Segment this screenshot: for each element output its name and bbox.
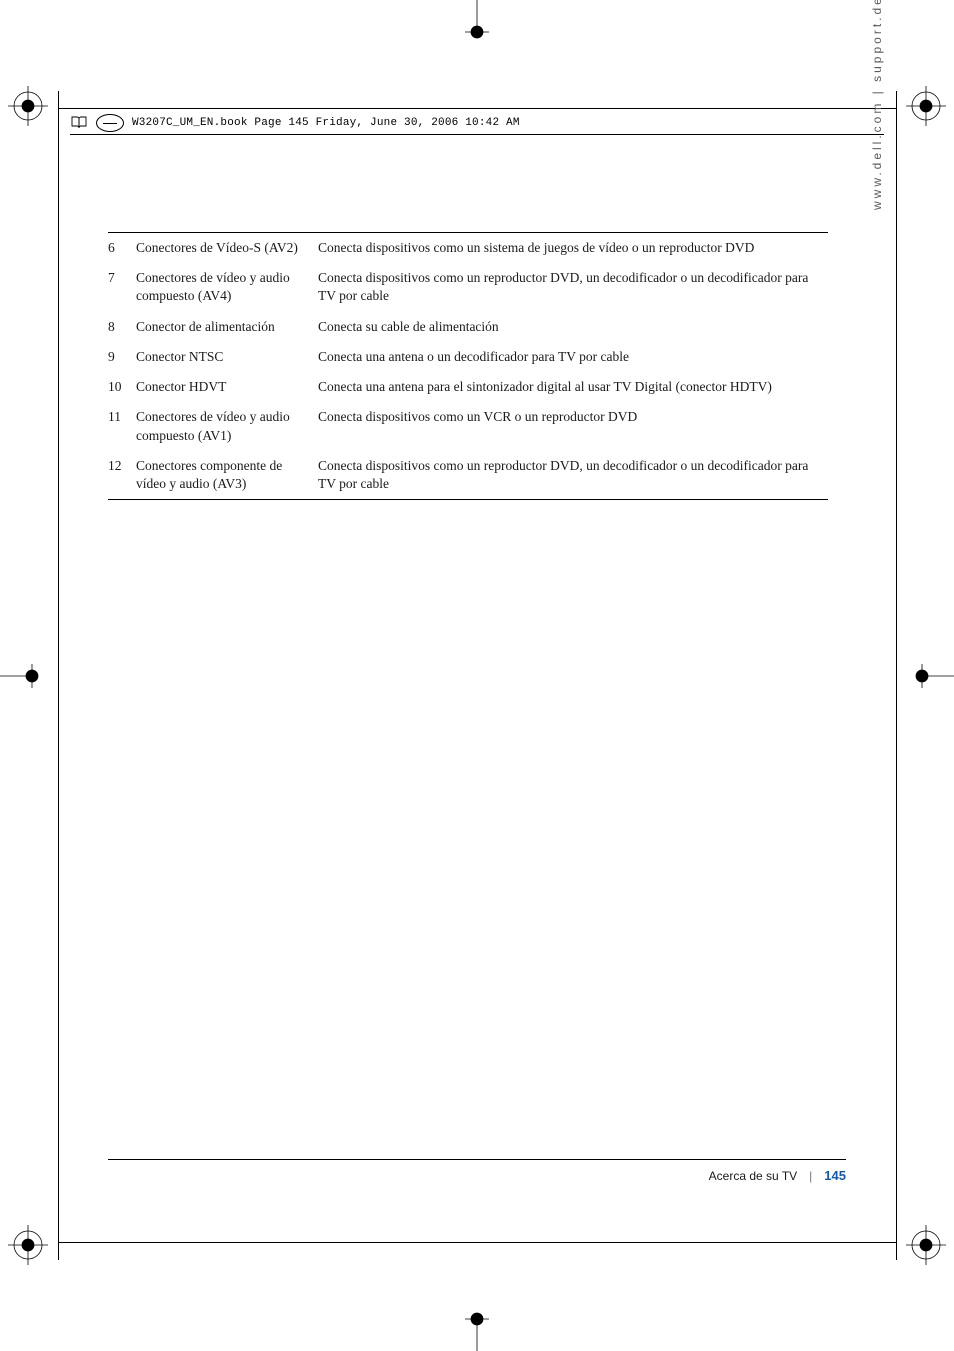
table-row: 11Conectores de vídeo y audio compuesto … bbox=[108, 402, 828, 450]
crop-mark-bottom bbox=[461, 1309, 493, 1351]
connector-name: Conector de alimentación bbox=[136, 312, 318, 342]
connector-name: Conectores de vídeo y audio compuesto (A… bbox=[136, 263, 318, 311]
connector-description: Conecta una antena para el sintonizador … bbox=[318, 372, 828, 402]
connector-name: Conectores componente de vídeo y audio (… bbox=[136, 451, 318, 500]
row-number: 6 bbox=[108, 233, 136, 264]
connector-name: Conectores de vídeo y audio compuesto (A… bbox=[136, 402, 318, 450]
page-oval-icon bbox=[96, 114, 124, 132]
footer-page-number: 145 bbox=[824, 1168, 846, 1183]
table-row: 9Conector NTSCConecta una antena o un de… bbox=[108, 342, 828, 372]
row-number: 8 bbox=[108, 312, 136, 342]
table-row: 10Conector HDVTConecta una antena para e… bbox=[108, 372, 828, 402]
table-row: 12Conectores componente de vídeo y audio… bbox=[108, 451, 828, 500]
connector-description: Conecta dispositivos como un reproductor… bbox=[318, 451, 828, 500]
connector-description: Conecta su cable de alimentación bbox=[318, 312, 828, 342]
connector-name: Conectores de Vídeo-S (AV2) bbox=[136, 233, 318, 264]
crop-mark-left bbox=[0, 660, 42, 692]
registration-mark-bottom-left bbox=[8, 1225, 48, 1265]
connector-name: Conector NTSC bbox=[136, 342, 318, 372]
page-footer: Acerca de su TV | 145 bbox=[108, 1159, 846, 1181]
row-number: 9 bbox=[108, 342, 136, 372]
connector-name: Conector HDVT bbox=[136, 372, 318, 402]
side-url-text: www.dell.com | support.dell.com bbox=[870, 0, 884, 210]
row-number: 12 bbox=[108, 451, 136, 500]
crop-mark-right bbox=[912, 660, 954, 692]
row-number: 7 bbox=[108, 263, 136, 311]
registration-mark-top-right bbox=[906, 86, 946, 126]
connectors-table: 6Conectores de Vídeo-S (AV2)Conecta disp… bbox=[108, 232, 828, 500]
footer-separator: | bbox=[809, 1169, 812, 1183]
registration-mark-top-left bbox=[8, 86, 48, 126]
connector-description: Conecta dispositivos como un VCR o un re… bbox=[318, 402, 828, 450]
running-header-text: W3207C_UM_EN.book Page 145 Friday, June … bbox=[132, 117, 520, 129]
table-row: 6Conectores de Vídeo-S (AV2)Conecta disp… bbox=[108, 233, 828, 264]
registration-mark-bottom-right bbox=[906, 1225, 946, 1265]
row-number: 11 bbox=[108, 402, 136, 450]
connector-description: Conecta dispositivos como un reproductor… bbox=[318, 263, 828, 311]
connector-description: Conecta una antena o un decodificador pa… bbox=[318, 342, 828, 372]
book-icon bbox=[70, 114, 88, 132]
running-header: W3207C_UM_EN.book Page 145 Friday, June … bbox=[70, 112, 884, 134]
table-row: 8Conector de alimentaciónConecta su cabl… bbox=[108, 312, 828, 342]
connector-description: Conecta dispositivos como un sistema de … bbox=[318, 233, 828, 264]
footer-section: Acerca de su TV bbox=[709, 1169, 798, 1183]
table-row: 7Conectores de vídeo y audio compuesto (… bbox=[108, 263, 828, 311]
crop-mark-top bbox=[461, 0, 493, 42]
running-header-rule bbox=[70, 134, 884, 135]
row-number: 10 bbox=[108, 372, 136, 402]
